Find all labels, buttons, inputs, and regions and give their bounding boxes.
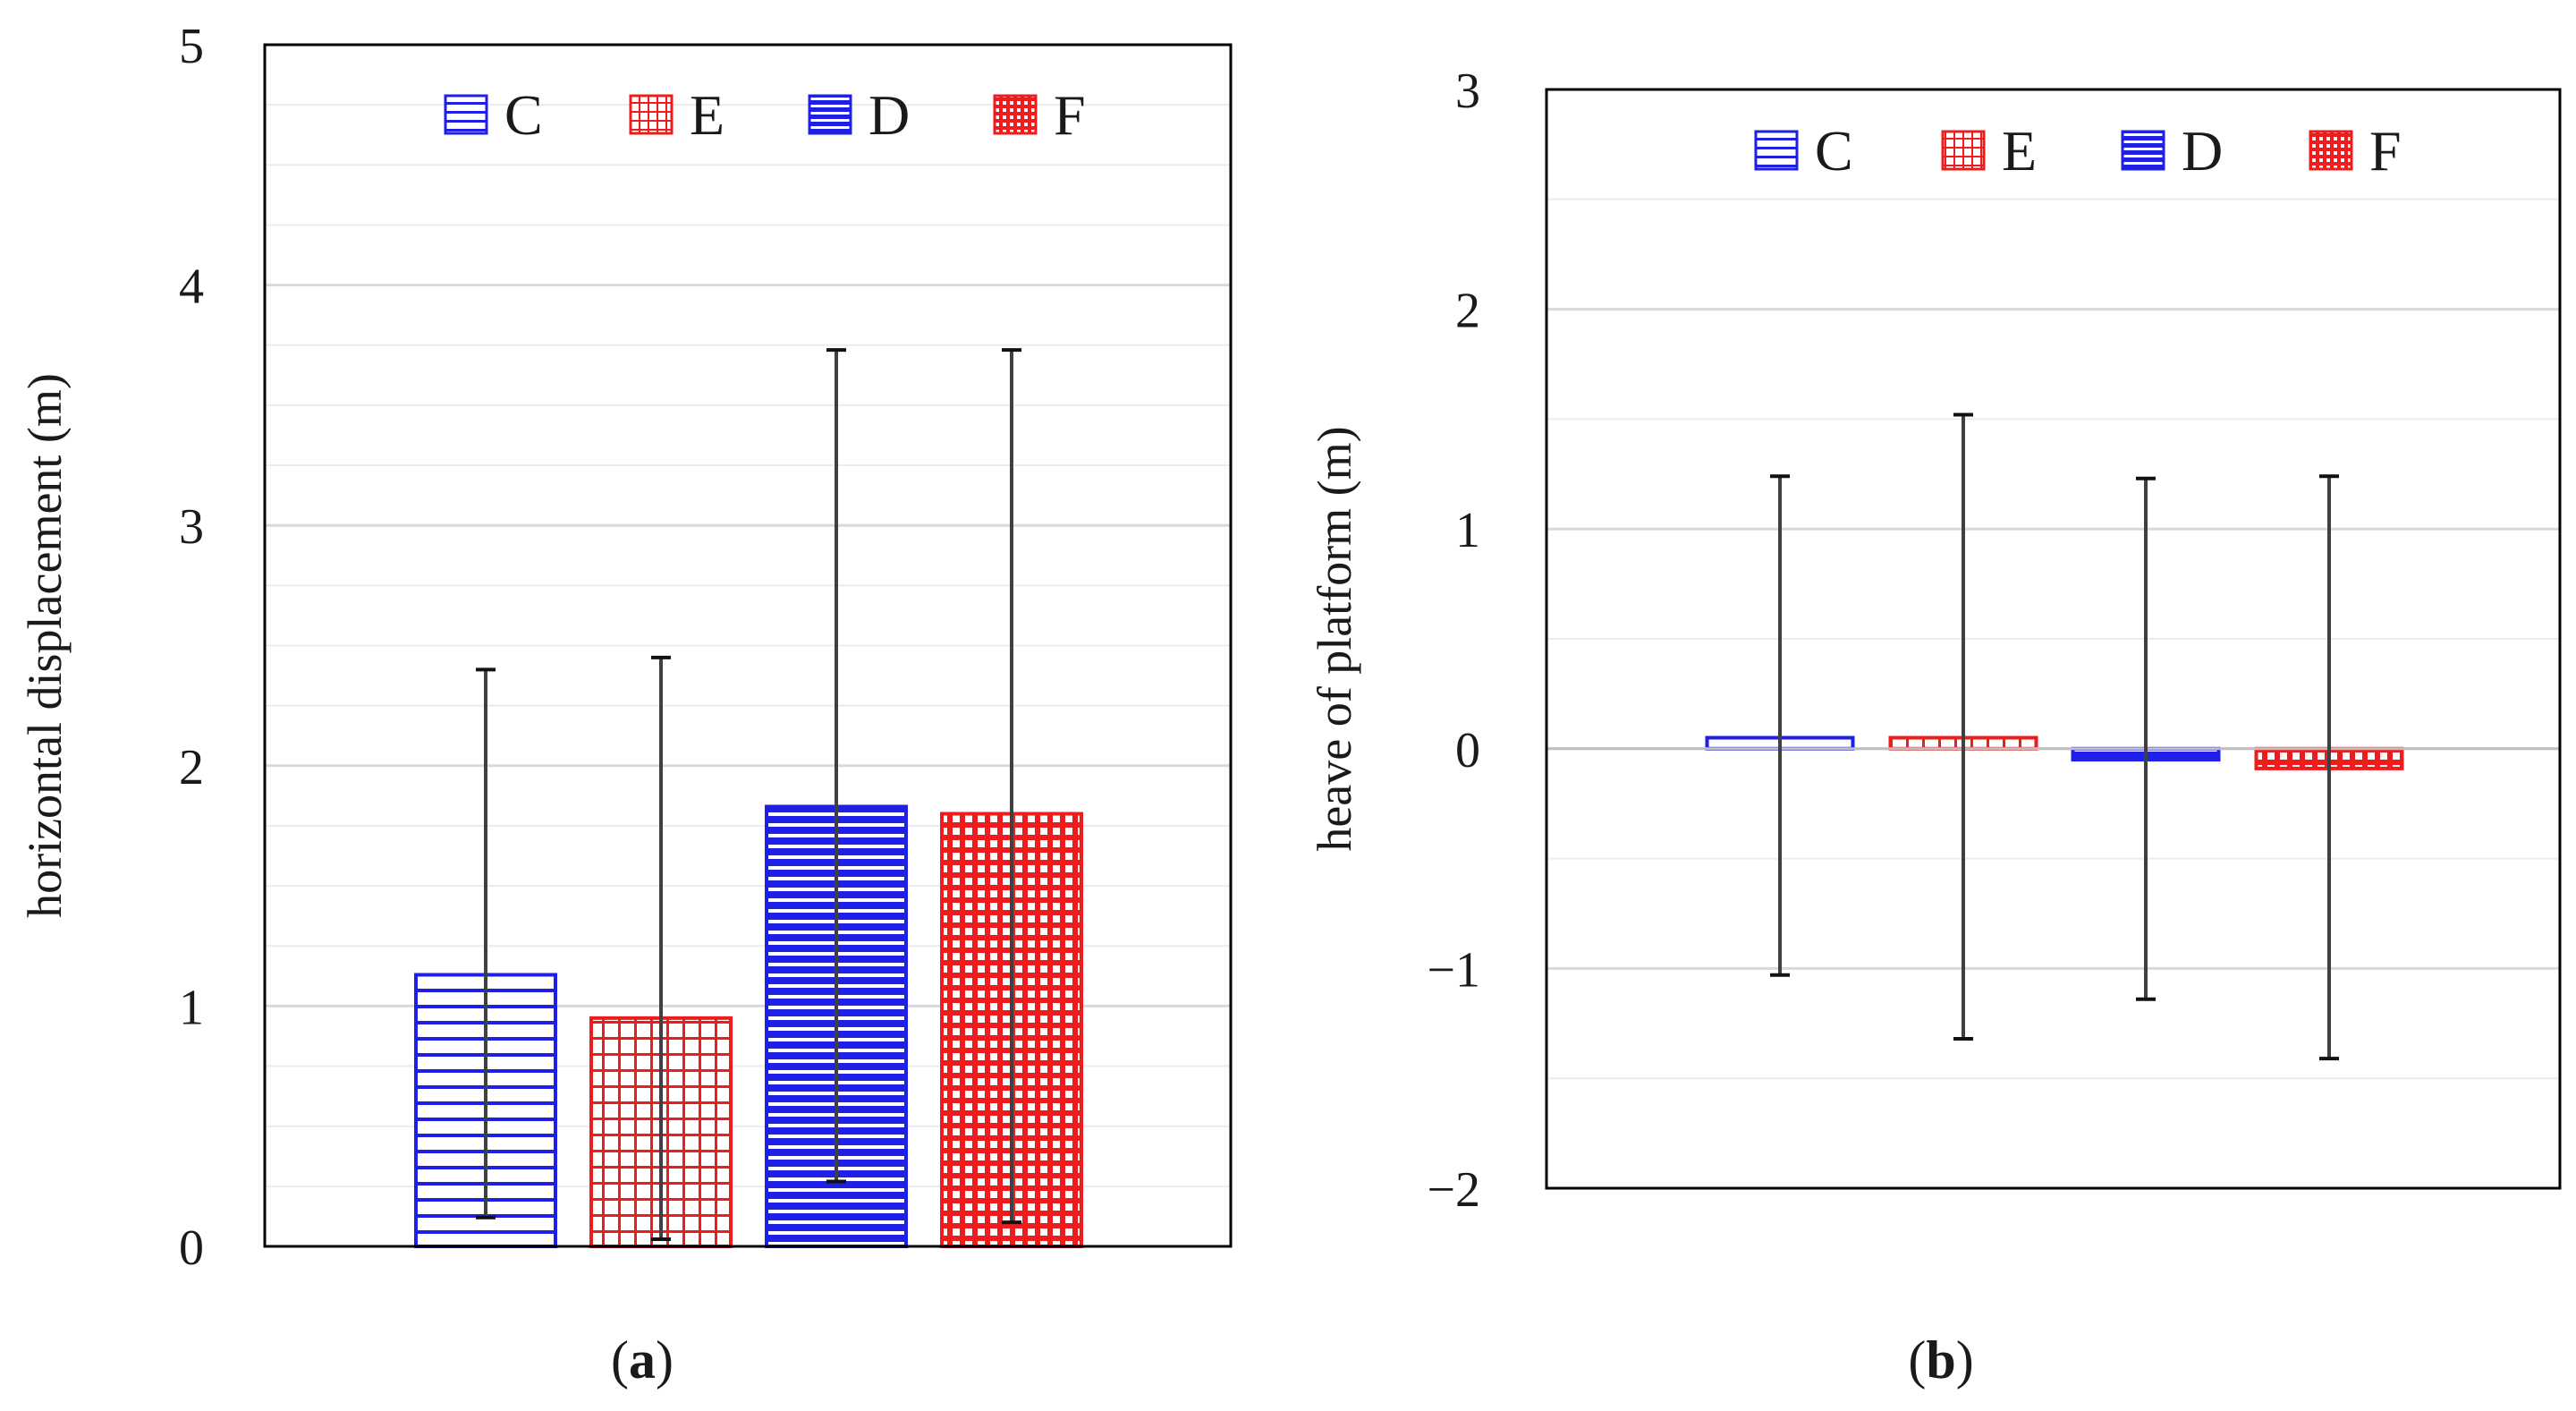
legend-label-E[interactable]: E xyxy=(2002,119,2037,183)
legend-swatch-F[interactable] xyxy=(993,94,1038,135)
legend-label-D[interactable]: D xyxy=(869,83,910,147)
y-tick-label: −2 xyxy=(1427,1162,1480,1218)
legend-swatch-D[interactable] xyxy=(808,94,852,135)
legend-swatch-E[interactable] xyxy=(629,94,674,135)
caption-letter: b xyxy=(1926,1330,1955,1390)
legend-label-D[interactable]: D xyxy=(2182,119,2223,183)
legend-label-F[interactable]: F xyxy=(2369,119,2402,183)
legend-swatch-E[interactable] xyxy=(1941,130,1986,171)
y-tick-label: −1 xyxy=(1427,942,1480,998)
y-axis-label: horizontal displacement (m) xyxy=(18,373,72,918)
legend-swatch-F[interactable] xyxy=(2309,130,2353,171)
legend-label-C[interactable]: C xyxy=(504,83,543,147)
y-tick-label: 3 xyxy=(1455,64,1480,119)
y-tick-label: 2 xyxy=(179,740,204,795)
caption-letter: a xyxy=(629,1330,656,1390)
legend-swatch-C[interactable] xyxy=(444,94,488,135)
y-tick-label: 0 xyxy=(179,1220,204,1276)
y-tick-label: 3 xyxy=(179,499,204,555)
y-tick-label: 4 xyxy=(179,259,204,315)
legend-label-E[interactable]: E xyxy=(690,83,724,147)
y-tick-label: 2 xyxy=(1455,284,1480,339)
plot-area xyxy=(1545,88,2562,1190)
legend-label-C[interactable]: C xyxy=(1815,119,1853,183)
y-tick-label: 1 xyxy=(1455,503,1480,558)
y-tick-label: 0 xyxy=(1455,723,1480,778)
legend-swatch-D[interactable] xyxy=(2121,130,2165,171)
y-tick-label: 5 xyxy=(179,19,204,74)
plot-area xyxy=(263,43,1233,1248)
chart-b: −2 −1 0 1 2 3 heave of platform (m) C E D F (b) xyxy=(1308,64,2562,1390)
caption: (a) xyxy=(611,1330,674,1390)
caption: (b) xyxy=(1908,1330,1973,1390)
legend-swatch-C[interactable] xyxy=(1754,130,1799,171)
y-axis-label: heave of platform (m) xyxy=(1308,426,1361,851)
legend-label-F[interactable]: F xyxy=(1054,83,1086,147)
chart-a: 0 1 2 3 4 5 horizontal displacement (m) C E D F (a) xyxy=(18,19,1233,1390)
y-tick-label: 1 xyxy=(179,980,204,1035)
